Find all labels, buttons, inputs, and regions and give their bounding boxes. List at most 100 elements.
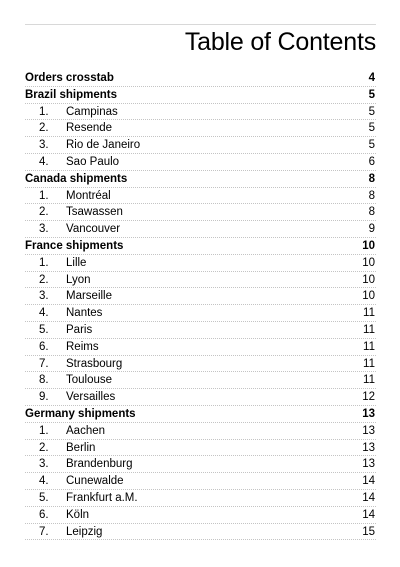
- toc-section-page-number: 5: [368, 88, 375, 101]
- toc-entry-label: Frankfurt a.M.: [66, 491, 138, 504]
- toc-entry-label: Toulouse: [66, 374, 113, 387]
- toc-entry-row[interactable]: 2. Resende 5: [25, 120, 376, 138]
- toc-entry-label: Rio de Janeiro: [66, 139, 141, 152]
- toc-section-page-number: 13: [362, 407, 375, 420]
- toc-entry-page-number: 15: [362, 525, 375, 538]
- toc-entry-label: Aachen: [66, 424, 106, 437]
- toc-section-row[interactable]: France shipments 10: [25, 238, 376, 255]
- toc-entry-row[interactable]: 2. Tsawassen 8: [25, 204, 376, 222]
- toc-entry-row[interactable]: 1. Montréal 8: [25, 188, 376, 205]
- toc-entry-row[interactable]: 3. Vancouver 9: [25, 221, 376, 238]
- toc-entry-label: Tsawassen: [66, 206, 123, 219]
- toc-section-row[interactable]: Canada shipments 8: [25, 171, 376, 188]
- toc-section-row[interactable]: Brazil shipments 5: [25, 87, 376, 104]
- toc-entry-row[interactable]: 3. Brandenburg 13: [25, 456, 376, 474]
- toc-entry-label: Berlin: [66, 441, 96, 454]
- toc-section-title: Germany shipments: [25, 407, 136, 420]
- toc-entry-row[interactable]: 1. Aachen 13: [25, 423, 376, 440]
- toc-entry-page-number: 13: [362, 458, 375, 471]
- toc-entry-page-number: 8: [368, 189, 375, 202]
- toc-entry-row[interactable]: 3. Marseille 10: [25, 288, 376, 306]
- toc-entry-row[interactable]: 8. Toulouse 11: [25, 372, 376, 390]
- toc-entry-number: 7.: [39, 525, 49, 538]
- toc-entry-label: Vancouver: [66, 223, 121, 236]
- toc-entry-number: 4.: [39, 307, 49, 320]
- top-rule: [25, 24, 376, 25]
- toc-entry-number: 6.: [39, 508, 49, 521]
- toc-entry-number: 8.: [39, 374, 49, 387]
- toc-section-title: France shipments: [25, 239, 124, 252]
- toc-entry-page-number: 11: [363, 340, 375, 353]
- toc-entry-row[interactable]: 5. Frankfurt a.M. 14: [25, 490, 376, 507]
- toc-entry-number: 1.: [39, 189, 49, 202]
- toc-entry-page-number: 5: [368, 122, 375, 135]
- toc-entry-row[interactable]: 4. Sao Paulo 6: [25, 154, 376, 171]
- toc-entry-label: Nantes: [66, 307, 103, 320]
- toc-entry-label: Paris: [66, 323, 93, 336]
- toc-entry-number: 4.: [39, 475, 49, 488]
- toc-entry-row[interactable]: 3. Rio de Janeiro 5: [25, 137, 376, 154]
- toc-entry-label: Brandenburg: [66, 458, 133, 471]
- toc-entry-number: 3.: [39, 458, 49, 471]
- toc-entry-row[interactable]: 2. Lyon 10: [25, 272, 376, 289]
- toc-entry-page-number: 12: [362, 391, 375, 404]
- toc-entry-row[interactable]: 6. Reims 11: [25, 339, 376, 356]
- toc-entry-label: Köln: [66, 508, 90, 521]
- toc-section-title: Brazil shipments: [25, 88, 118, 101]
- toc-entry-number: 1.: [39, 105, 49, 118]
- toc-entry-number: 5.: [39, 491, 49, 504]
- toc-entry-label: Strasbourg: [66, 357, 123, 370]
- toc-entry-label: Cunewalde: [66, 475, 124, 488]
- toc-section-page-number: 4: [368, 72, 375, 84]
- toc-entry-page-number: 10: [362, 256, 375, 269]
- toc-entry-page-number: 14: [362, 475, 375, 488]
- toc-entry-page-number: 9: [368, 223, 375, 236]
- toc-entry-page-number: 10: [362, 273, 375, 286]
- toc-entry-page-number: 11: [363, 323, 375, 336]
- table-of-contents: Orders crosstab 4 Brazil shipments 5 1. Campi…: [25, 70, 376, 541]
- toc-entry-page-number: 13: [362, 424, 375, 437]
- toc-entry-number: 2.: [39, 273, 49, 286]
- toc-entry-page-number: 8: [368, 206, 375, 219]
- toc-entry-row[interactable]: 4. Nantes 11: [25, 305, 376, 322]
- toc-entry-label: Lyon: [66, 273, 91, 286]
- toc-entry-row[interactable]: 1. Lille 10: [25, 255, 376, 272]
- toc-entry-row[interactable]: 9. Versailles 12: [25, 389, 376, 406]
- toc-section-page-number: 10: [362, 239, 375, 252]
- toc-entry-page-number: 11: [363, 374, 375, 387]
- page-title: Table of Contents: [184, 28, 376, 56]
- toc-entry-label: Resende: [66, 122, 113, 135]
- toc-entry-number: 2.: [39, 441, 49, 454]
- toc-section-row[interactable]: Germany shipments 13: [25, 406, 376, 423]
- toc-entry-number: 7.: [39, 357, 49, 370]
- toc-entry-label: Montréal: [66, 189, 111, 202]
- toc-entry-row[interactable]: 1. Campinas 5: [25, 104, 376, 121]
- toc-entry-row[interactable]: 6. Köln 14: [25, 507, 376, 524]
- toc-section-title: Canada shipments: [25, 172, 128, 185]
- toc-entry-number: 2.: [39, 122, 49, 135]
- toc-entry-page-number: 5: [368, 105, 375, 118]
- toc-entry-label: Campinas: [66, 105, 118, 118]
- toc-entry-label: Sao Paulo: [66, 155, 120, 168]
- toc-entry-number: 4.: [39, 155, 49, 168]
- toc-entry-number: 9.: [39, 391, 49, 404]
- toc-entry-row[interactable]: 2. Berlin 13: [25, 440, 376, 457]
- toc-entry-label: Marseille: [66, 290, 113, 303]
- toc-entry-row[interactable]: 7. Leipzig 15: [25, 524, 376, 541]
- toc-entry-page-number: 11: [363, 357, 375, 370]
- toc-entry-row[interactable]: 4. Cunewalde 14: [25, 473, 376, 490]
- toc-entry-label: Leipzig: [66, 525, 103, 538]
- toc-entry-row[interactable]: 7. Strasbourg 11: [25, 356, 376, 373]
- toc-entry-number: 5.: [39, 323, 49, 336]
- toc-section-title: Orders crosstab: [25, 72, 114, 84]
- toc-entry-label: Reims: [66, 340, 99, 353]
- toc-entry-number: 2.: [39, 206, 49, 219]
- toc-entry-number: 1.: [39, 424, 49, 437]
- toc-entry-number: 3.: [39, 223, 49, 236]
- toc-entry-page-number: 13: [362, 441, 375, 454]
- toc-entry-row[interactable]: 5. Paris 11: [25, 322, 376, 339]
- toc-section-row[interactable]: Orders crosstab 4: [25, 70, 376, 87]
- toc-entry-page-number: 14: [362, 508, 375, 521]
- toc-entry-number: 3.: [39, 139, 49, 152]
- toc-entry-page-number: 11: [363, 307, 375, 320]
